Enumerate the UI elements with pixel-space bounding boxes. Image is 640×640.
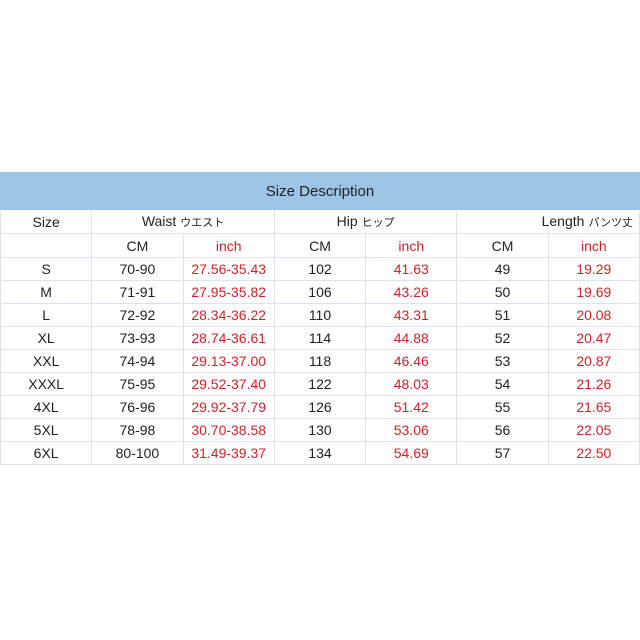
length-cm-cell: 51 <box>456 303 549 327</box>
length-inch-cell: 21.26 <box>547 372 640 396</box>
waist-cm-cell: 72-92 <box>91 303 184 327</box>
length-cm-cell: 53 <box>456 349 549 373</box>
waist-inch-cell: 27.95-35.82 <box>182 280 275 304</box>
length-inch-cell: 19.69 <box>547 280 640 304</box>
hip-inch-cell: 43.31 <box>365 303 458 327</box>
table-title: Size Description <box>0 172 640 210</box>
size-cell: 5XL <box>0 418 93 442</box>
waist-cm-cell: 75-95 <box>91 372 184 396</box>
waist-cm-cell: 73-93 <box>91 326 184 350</box>
hip-cm-cell: 118 <box>273 349 367 373</box>
unit-inch: inch <box>365 233 458 258</box>
size-cell: S <box>0 257 93 281</box>
hip-header: Hip ヒップ <box>273 209 458 234</box>
size-cell: XL <box>0 326 93 350</box>
hip-cm-cell: 114 <box>273 326 367 350</box>
length-cm-cell: 56 <box>456 418 549 442</box>
waist-cm-cell: 76-96 <box>91 395 184 419</box>
title-row: Size Description <box>0 172 640 210</box>
waist-cm-cell: 71-91 <box>91 280 184 304</box>
length-inch-cell: 22.50 <box>547 441 640 465</box>
unit-inch: inch <box>182 233 275 258</box>
length-cm-cell: 54 <box>456 372 549 396</box>
size-cell: XXL <box>0 349 93 373</box>
length-cm-cell: 49 <box>456 257 549 281</box>
hip-inch-cell: 48.03 <box>365 372 458 396</box>
length-cm-cell: 52 <box>456 326 549 350</box>
waist-inch-cell: 29.13-37.00 <box>182 349 275 373</box>
hip-inch-cell: 43.26 <box>365 280 458 304</box>
size-cell: XXXL <box>0 372 93 396</box>
table-row: XL 73-93 28.74-36.61 114 44.88 52 20.47 <box>0 326 640 350</box>
length-inch-cell: 20.08 <box>547 303 640 327</box>
waist-cm-cell: 80-100 <box>91 441 184 465</box>
waist-jp-label: ウエスト <box>180 217 225 229</box>
hip-cm-cell: 130 <box>273 418 367 442</box>
length-inch-cell: 21.65 <box>547 395 640 419</box>
hip-jp-label: ヒップ <box>361 217 395 229</box>
waist-header: Waist ウエスト <box>91 209 275 234</box>
waist-inch-cell: 28.74-36.61 <box>182 326 275 350</box>
length-inch-cell: 19.29 <box>547 257 640 281</box>
hip-cm-cell: 110 <box>273 303 367 327</box>
unit-cm: CM <box>273 233 367 258</box>
hip-inch-cell: 53.06 <box>365 418 458 442</box>
size-cell: 4XL <box>0 395 93 419</box>
waist-label: Waist <box>141 213 177 229</box>
table-row: S 70-90 27.56-35.43 102 41.63 49 19.29 <box>0 257 640 281</box>
size-cell: M <box>0 280 93 304</box>
waist-cm-cell: 78-98 <box>91 418 184 442</box>
hip-cm-cell: 126 <box>273 395 367 419</box>
unit-cm: CM <box>456 233 549 258</box>
size-cell: 6XL <box>0 441 93 465</box>
unit-row: CM inch CM inch CM inch <box>0 233 640 258</box>
length-inch-cell: 22.05 <box>547 418 640 442</box>
length-inch-cell: 20.47 <box>547 326 640 350</box>
size-chart-table: Size Description Size Waist ウエスト Hip ヒップ L… <box>0 172 640 465</box>
hip-inch-cell: 54.69 <box>365 441 458 465</box>
length-cm-cell: 57 <box>456 441 549 465</box>
table-row: M 71-91 27.95-35.82 106 43.26 50 19.69 <box>0 280 640 304</box>
size-header: Size <box>0 209 93 234</box>
waist-inch-cell: 31.49-39.37 <box>182 441 275 465</box>
length-inch-cell: 20.87 <box>547 349 640 373</box>
waist-inch-cell: 29.52-37.40 <box>182 372 275 396</box>
table-row: L 72-92 28.34-36.22 110 43.31 51 20.08 <box>0 303 640 327</box>
waist-inch-cell: 28.34-36.22 <box>182 303 275 327</box>
table-row: XXXL 75-95 29.52-37.40 122 48.03 54 21.26 <box>0 372 640 396</box>
waist-inch-cell: 27.56-35.43 <box>182 257 275 281</box>
length-header: Length パンツ丈 <box>456 209 640 234</box>
length-cm-cell: 55 <box>456 395 549 419</box>
hip-inch-cell: 44.88 <box>365 326 458 350</box>
hip-inch-cell: 51.42 <box>365 395 458 419</box>
waist-inch-cell: 30.70-38.58 <box>182 418 275 442</box>
size-cell: L <box>0 303 93 327</box>
hip-cm-cell: 106 <box>273 280 367 304</box>
hip-inch-cell: 46.46 <box>365 349 458 373</box>
table-row: 5XL 78-98 30.70-38.58 130 53.06 56 22.05 <box>0 418 640 442</box>
length-label: Length <box>541 213 585 229</box>
hip-cm-cell: 134 <box>273 441 367 465</box>
table-row: 6XL 80-100 31.49-39.37 134 54.69 57 22.50 <box>0 441 640 465</box>
unit-cm: CM <box>91 233 184 258</box>
unit-inch: inch <box>547 233 640 258</box>
table-row: 4XL 76-96 29.92-37.79 126 51.42 55 21.65 <box>0 395 640 419</box>
hip-cm-cell: 122 <box>273 372 367 396</box>
hip-label: Hip <box>336 213 358 229</box>
hip-inch-cell: 41.63 <box>365 257 458 281</box>
waist-cm-cell: 74-94 <box>91 349 184 373</box>
length-cm-cell: 50 <box>456 280 549 304</box>
empty-cell <box>0 233 93 258</box>
waist-inch-cell: 29.92-37.79 <box>182 395 275 419</box>
table-row: XXL 74-94 29.13-37.00 118 46.46 53 20.87 <box>0 349 640 373</box>
waist-cm-cell: 70-90 <box>91 257 184 281</box>
length-jp-label: パンツ丈 <box>588 217 633 229</box>
header-row: Size Waist ウエスト Hip ヒップ Length パンツ丈 <box>0 209 640 234</box>
hip-cm-cell: 102 <box>273 257 367 281</box>
